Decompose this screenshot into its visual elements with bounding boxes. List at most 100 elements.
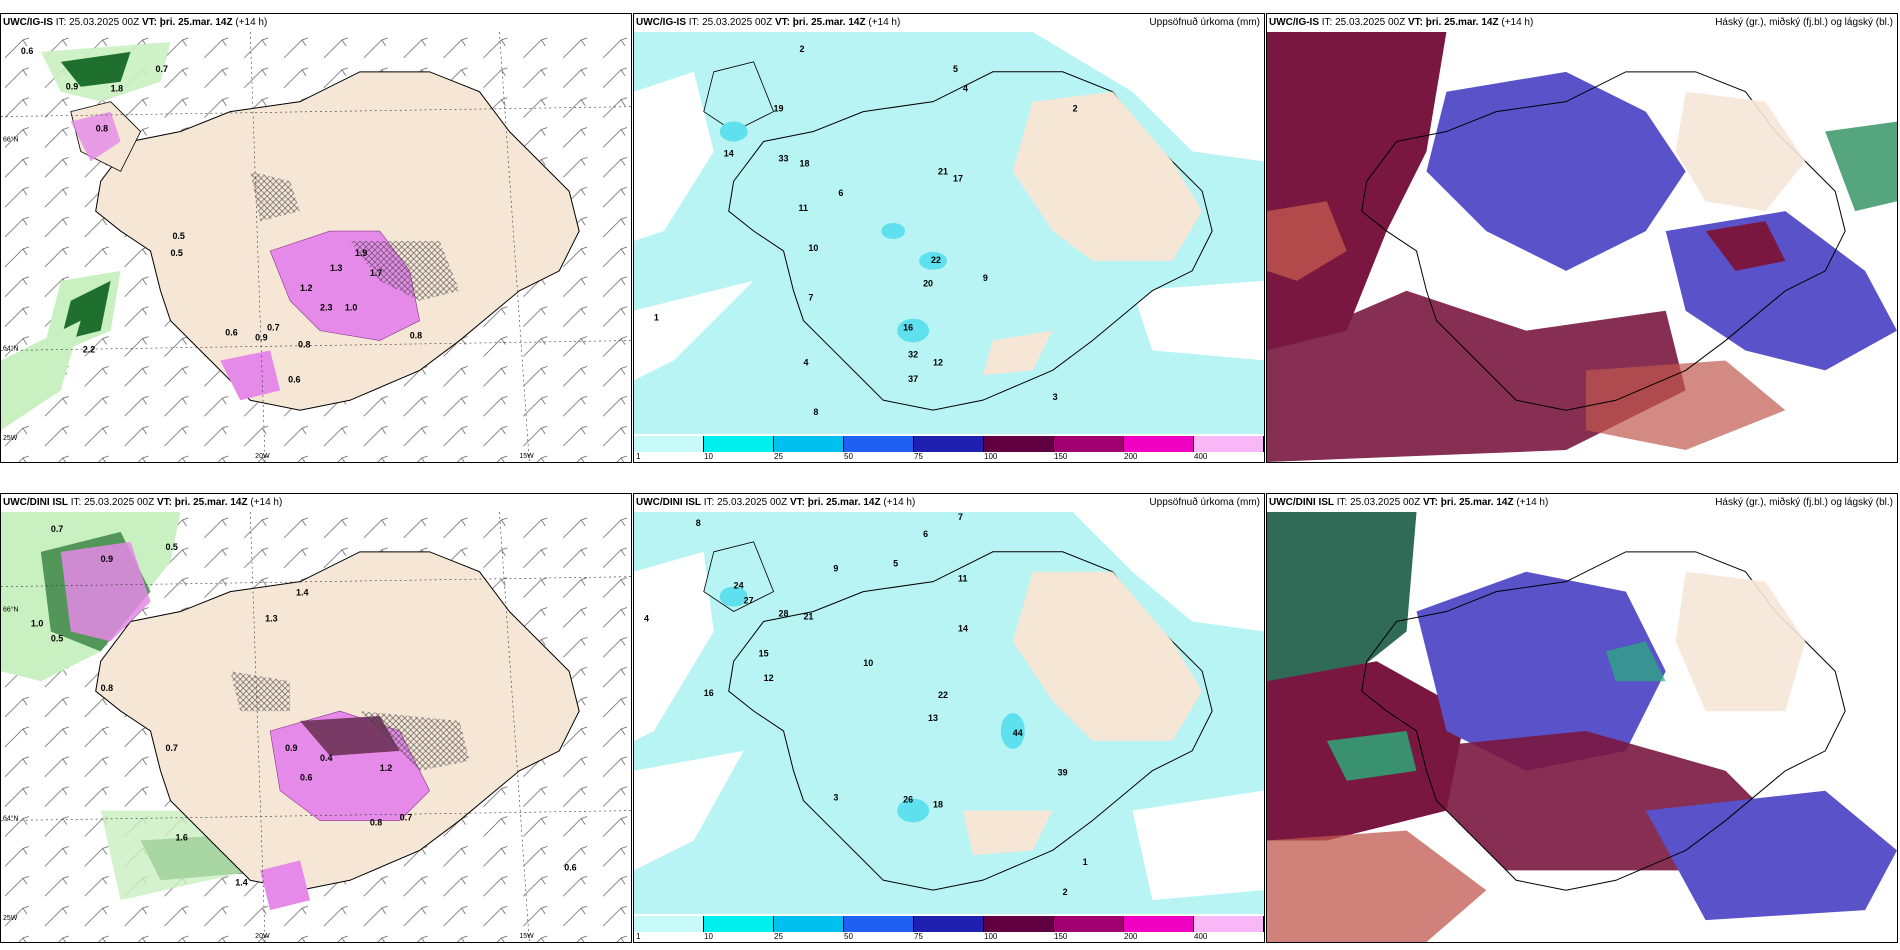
value-label: 1 [654, 313, 659, 323]
colorbar-label: 400 [1194, 452, 1208, 461]
value-label: 28 [779, 608, 789, 618]
value-label: 22 [931, 255, 941, 265]
colorbar-label: 75 [914, 932, 923, 941]
colorbar-label: 1 [636, 932, 641, 941]
colorbar-swatch [914, 436, 984, 452]
precip-value-labels: 8 7 6 5 4 24 27 28 21 15 16 12 22 13 26 … [644, 512, 1088, 897]
colorbar-label: 25 [774, 452, 783, 461]
colorbar-label: 10 [704, 452, 713, 461]
value-label: 0.9 [66, 82, 78, 92]
value-label: 22 [938, 690, 948, 700]
value-label: 0.5 [51, 633, 63, 643]
value-label: 18 [933, 800, 943, 810]
value-label: 26 [903, 795, 913, 805]
value-label: 1.0 [31, 618, 43, 628]
colorbar-swatch [704, 916, 774, 932]
colorbar-swatch [1054, 436, 1124, 452]
value-label: 14 [724, 148, 734, 158]
map-wind-ice: 0.7 0.5 0.9 1.4 1.3 0.8 1.0 0.7 0.9 0.4 … [1, 512, 631, 942]
value-label: 2.3 [320, 303, 332, 313]
colorbar-swatch [1194, 916, 1264, 932]
value-label: 11 [958, 574, 967, 584]
colorbar-swatch [914, 916, 984, 932]
lon-label: 15W [519, 933, 534, 940]
value-label: 5 [953, 64, 958, 74]
value-label: 0.7 [51, 524, 63, 534]
panel-title: Uppsöfnuð úrkoma (mm) [1149, 497, 1260, 508]
colorbar-swatch [1194, 436, 1264, 452]
lat-label: 64°N [3, 345, 19, 353]
panel-dini-precip: UWC/DINI ISL IT: 25.03.2025 00Z VT: þri.… [633, 493, 1265, 943]
value-label: 10 [808, 243, 818, 253]
value-label: 13 [928, 713, 938, 723]
colorbar-swatch [1124, 436, 1194, 452]
colorbar-swatch [984, 436, 1054, 452]
colorbar-label: 400 [1194, 932, 1208, 941]
value-label: 0.6 [225, 328, 237, 338]
value-label: 14 [958, 623, 968, 633]
value-label: 5 [893, 559, 898, 569]
colorbar-label: 150 [1054, 452, 1068, 461]
value-label: 1.2 [300, 283, 312, 293]
value-label: 9 [983, 273, 988, 283]
map-clouds [1267, 512, 1897, 942]
value-label: 7 [958, 512, 963, 522]
value-label: 39 [1058, 768, 1068, 778]
colorbar-label: 75 [914, 452, 923, 461]
precip-map-svg: 8 7 6 5 4 24 27 28 21 15 16 12 22 13 26 … [634, 512, 1264, 914]
value-label: 0.8 [298, 340, 310, 350]
value-label: 18 [799, 158, 809, 168]
value-label: 6 [923, 529, 928, 539]
value-label: 0.7 [400, 813, 412, 823]
precip-map-svg: 2 5 4 19 2 33 18 11 14 17 21 10 6 22 20 … [634, 32, 1264, 434]
colorbar-label: 10 [704, 932, 713, 941]
panel-dini-clouds: UWC/DINI ISL IT: 25.03.2025 00Z VT: þri.… [1266, 493, 1898, 943]
value-label: 32 [908, 349, 918, 359]
value-label: 1.4 [296, 588, 308, 598]
value-label: 16 [903, 323, 913, 333]
value-label: 1.6 [175, 832, 187, 842]
value-label: 4 [803, 357, 808, 367]
value-label: 19 [774, 104, 784, 114]
colorbar-label: 100 [984, 452, 998, 461]
value-label: 20 [923, 279, 933, 289]
panel-title: Háský (gr.), miðský (fj.bl.) og lágský (… [1715, 497, 1893, 508]
value-label: 0.6 [564, 862, 576, 872]
value-label: 0.8 [101, 683, 113, 693]
value-label: 0.6 [288, 374, 300, 384]
value-label: 21 [803, 611, 813, 621]
value-label: 0.6 [21, 46, 33, 56]
panel-header: UWC/DINI ISL IT: 25.03.2025 00Z VT: þri.… [3, 497, 283, 508]
value-label: 1 [1083, 857, 1088, 867]
lon-label: 20W [255, 453, 270, 460]
value-label: 0.9 [101, 554, 113, 564]
value-label: 9 [833, 564, 838, 574]
colorbar-label: 25 [774, 932, 783, 941]
value-label: 1.3 [265, 613, 277, 623]
colorbar-swatch [844, 916, 914, 932]
colorbar-label: 200 [1124, 452, 1138, 461]
colorbar-swatch [774, 436, 844, 452]
panel-igis-precip: UWC/IG-IS IT: 25.03.2025 00Z VT: þri. 25… [633, 13, 1265, 463]
panel-title: Háský (gr.), miðský (fj.bl.) og lágský (… [1715, 17, 1893, 28]
colorbar-label: 50 [844, 932, 853, 941]
panel-igis-wind: UWC/IG-IS IT: 25.03.2025 00Z VT: þri. 25… [0, 13, 632, 463]
wind-map-svg: 0.6 0.9 0.7 0.8 0.5 0.6 0.8 0.9 0.7 1.2 … [1, 32, 631, 462]
colorbar-label: 100 [984, 932, 998, 941]
cloud-map-svg [1267, 32, 1897, 462]
value-label: 37 [908, 374, 918, 384]
value-label: 15 [759, 648, 769, 658]
colorbar-swatch [1054, 916, 1124, 932]
value-label: 0.7 [165, 743, 177, 753]
colorbar-swatch [984, 916, 1054, 932]
lon-label: 20W [255, 933, 270, 940]
value-label: 10 [863, 658, 873, 668]
lat-label: 66°N [3, 606, 19, 614]
value-label: 0.8 [370, 818, 382, 828]
value-label: 0.9 [255, 333, 267, 343]
colorbar-swatch [1124, 916, 1194, 932]
lat-label: 25W [3, 915, 18, 922]
colorbar-swatch [634, 916, 704, 932]
value-label: 2 [1063, 887, 1068, 897]
value-label: 8 [813, 407, 818, 417]
